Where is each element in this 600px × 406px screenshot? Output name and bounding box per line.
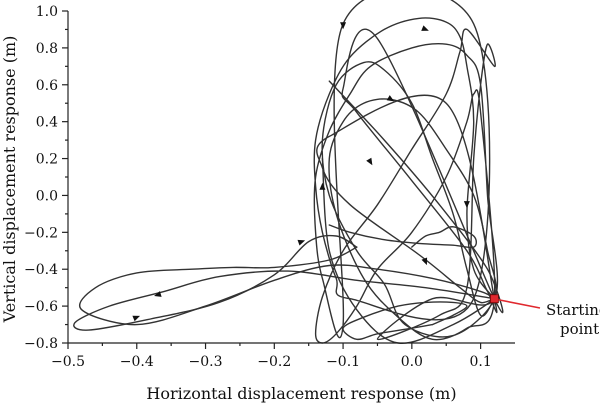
y-tick-label: 0.4 [36,115,58,131]
trajectory-traces [73,0,504,344]
x-tick-label: −0.2 [257,354,291,370]
y-tick-label: 1.0 [36,4,58,20]
y-tick-label: 0.0 [36,188,58,204]
x-tick-label: −0.1 [326,354,360,370]
direction-arrow [154,291,162,297]
trajectory-return [79,246,496,326]
direction-arrow [340,22,347,30]
direction-arrow [421,25,429,31]
x-tick-label: −0.3 [189,354,223,370]
trajectory-loop-top [342,301,468,341]
trajectory-orbits [313,0,499,344]
x-ticks: −0.5 −0.4 −0.3 −0.2 −0.1 0.0 0.1 [51,343,492,370]
axes [67,11,515,344]
x-axis-title: Horizontal displacement response (m) [146,384,456,403]
x-tick-label: 0.0 [401,354,423,370]
y-ticks: −0.8 −0.6 −0.4 −0.2 0.0 0.2 0.4 0.6 0.8 1.0 [24,4,68,352]
x-tick-label: −0.5 [51,354,85,370]
x-tick-label: 0.1 [469,354,491,370]
starting-point: Startingpoint [489,294,600,338]
x-tick-label: −0.4 [120,354,154,370]
direction-arrows [132,22,470,322]
y-tick-label: 0.6 [36,78,58,94]
direction-arrow [132,315,141,322]
starting-point-label-2: point [560,320,599,338]
y-tick-label: −0.8 [24,336,58,352]
direction-arrow [386,95,395,102]
direction-arrow [366,157,373,166]
y-axis-title: Vertical displacement response (m) [0,36,19,324]
starting-point-leader [498,298,541,309]
direction-arrow [297,239,306,246]
trajectory-inner-spur [328,224,478,249]
starting-point-marker [489,294,499,304]
direction-arrow [319,182,326,190]
direction-arrow [421,257,428,266]
direction-arrow [463,201,470,209]
y-tick-label: 0.2 [36,152,58,168]
starting-point-label: Starting [546,301,600,319]
y-tick-label: −0.6 [24,299,58,315]
y-tick-label: 0.8 [36,41,58,57]
trajectory-excursion [73,234,496,331]
y-tick-label: −0.4 [24,262,58,278]
y-tick-label: −0.2 [24,225,58,241]
